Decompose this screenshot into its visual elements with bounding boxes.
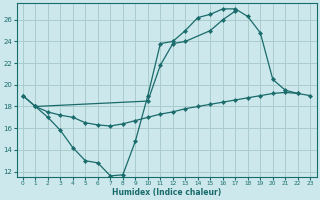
X-axis label: Humidex (Indice chaleur): Humidex (Indice chaleur): [112, 188, 221, 197]
